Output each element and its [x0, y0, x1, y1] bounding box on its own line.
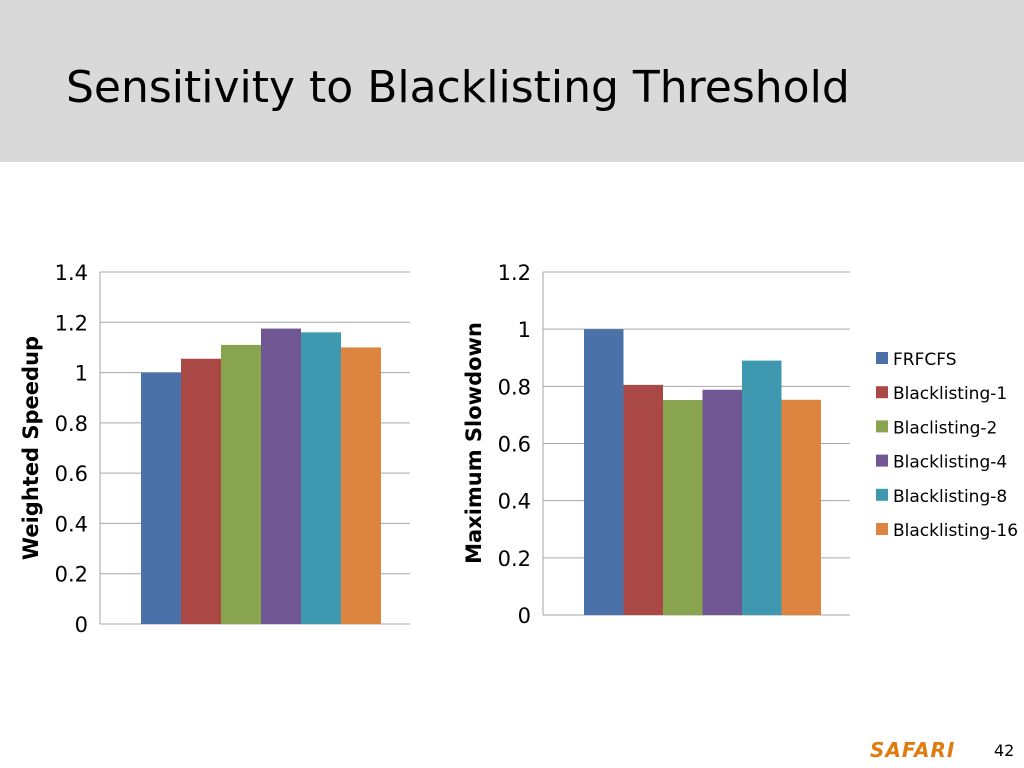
y-axis-label: Weighted Speedup [19, 336, 43, 560]
y-tick-label: 0.2 [55, 563, 88, 587]
y-tick-label: 0.2 [498, 547, 531, 571]
legend-swatch [876, 420, 888, 433]
legend-swatch [876, 523, 888, 535]
safari-logo: SAFARI [870, 738, 956, 762]
y-tick-label: 1.2 [498, 261, 531, 285]
y-tick-label: 1 [75, 362, 88, 386]
chart-legend: FRFCFS Blacklisting-1 Blaclisting-2 Blackli… [876, 350, 1018, 541]
bar-blacklisting-8 [301, 332, 341, 624]
legend-swatch [876, 454, 888, 467]
bar-blaclisting-2 [221, 344, 261, 624]
legend-label: Blacklisting-1 [893, 384, 1007, 404]
y-tick-label: 0 [75, 613, 88, 637]
bar-blacklisting-4 [702, 389, 742, 615]
bar-blaclisting-2 [663, 400, 703, 615]
y-tick-label: 1.4 [55, 261, 88, 285]
bar-blacklisting-16 [341, 347, 381, 624]
weighted-speedup-chart: 0 0.2 0.4 0.6 0.8 1 1.2 1.4 Weighted Speedup [19, 261, 410, 637]
legend-label: Blaclisting-2 [893, 418, 997, 438]
legend-swatch [876, 488, 888, 501]
slide-title: Sensitivity to Blacklisting Threshold [66, 62, 850, 113]
y-axis-label: Maximum Slowdown [462, 322, 486, 564]
y-tick-label: 0.6 [55, 462, 88, 486]
y-tick-label: 0.8 [498, 375, 531, 399]
y-tick-label: 0.6 [498, 433, 531, 457]
title-bar: Sensitivity to Blacklisting Threshold [0, 0, 1024, 162]
maximum-slowdown-chart: 0 0.2 0.4 0.6 0.8 1 1.2 Maximum Slowdown [462, 261, 850, 628]
y-tick-label: 0 [518, 604, 531, 628]
y-tick-label: 1.2 [55, 311, 88, 335]
bar-frfcfs [584, 329, 624, 615]
legend-label: Blacklisting-4 [893, 453, 1007, 473]
bar-blacklisting-4 [261, 328, 301, 624]
y-tick-label: 0.8 [55, 412, 88, 436]
page-number: 42 [994, 741, 1015, 760]
bar-blacklisting-1 [181, 358, 221, 624]
bar-blacklisting-8 [742, 360, 782, 615]
legend-swatch [876, 386, 888, 399]
legend-label: FRFCFS [893, 350, 957, 370]
y-tick-label: 1 [518, 318, 531, 342]
legend-label: Blacklisting-16 [893, 521, 1018, 541]
bar-frfcfs [141, 372, 181, 624]
bar-blacklisting-1 [623, 384, 663, 615]
legend-label: Blacklisting-8 [893, 487, 1007, 507]
y-tick-label: 0.4 [498, 490, 531, 514]
bar-blacklisting-16 [781, 399, 821, 615]
legend-swatch [876, 352, 888, 364]
y-tick-label: 0.4 [55, 512, 88, 536]
